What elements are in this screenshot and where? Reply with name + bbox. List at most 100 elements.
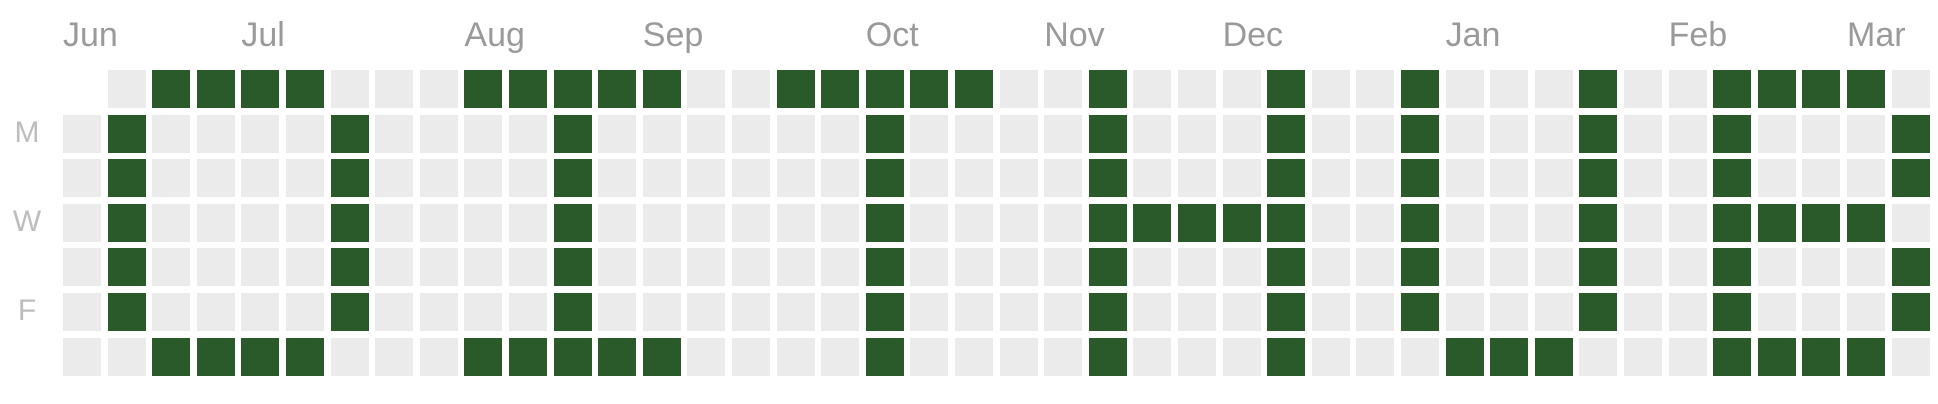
contribution-cell-empty[interactable]	[1624, 203, 1662, 242]
contribution-cell-filled[interactable]	[464, 337, 503, 376]
contribution-cell-empty[interactable]	[1445, 293, 1484, 331]
contribution-cell-empty[interactable]	[1311, 114, 1350, 153]
contribution-cell-empty[interactable]	[1490, 159, 1529, 198]
contribution-cell-empty[interactable]	[1579, 337, 1618, 376]
contribution-cell-empty[interactable]	[1311, 159, 1350, 198]
contribution-cell-empty[interactable]	[375, 337, 414, 376]
contribution-cell-empty[interactable]	[1445, 203, 1484, 242]
contribution-cell-empty[interactable]	[598, 248, 637, 287]
contribution-cell-filled[interactable]	[553, 159, 592, 198]
contribution-cell-filled[interactable]	[1088, 114, 1127, 153]
contribution-cell-empty[interactable]	[999, 203, 1038, 242]
contribution-cell-empty[interactable]	[375, 159, 414, 198]
contribution-cell-empty[interactable]	[63, 293, 101, 331]
contribution-cell-filled[interactable]	[1267, 203, 1306, 242]
contribution-cell-filled[interactable]	[1088, 159, 1127, 198]
contribution-cell-filled[interactable]	[1267, 337, 1306, 376]
contribution-cell-empty[interactable]	[1178, 293, 1216, 331]
contribution-cell-filled[interactable]	[865, 203, 904, 242]
contribution-cell-empty[interactable]	[1490, 114, 1529, 153]
contribution-cell-empty[interactable]	[1356, 114, 1395, 153]
contribution-cell-empty[interactable]	[286, 159, 324, 198]
contribution-cell-empty[interactable]	[999, 293, 1038, 331]
contribution-cell-filled[interactable]	[598, 337, 637, 376]
contribution-cell-filled[interactable]	[241, 70, 280, 108]
contribution-cell-empty[interactable]	[1222, 248, 1261, 287]
contribution-cell-empty[interactable]	[910, 248, 949, 287]
contribution-cell-empty[interactable]	[1490, 248, 1529, 287]
contribution-cell-empty[interactable]	[241, 114, 280, 153]
contribution-cell-filled[interactable]	[1178, 203, 1216, 242]
contribution-cell-empty[interactable]	[1668, 203, 1707, 242]
contribution-cell-empty[interactable]	[821, 248, 860, 287]
contribution-cell-empty[interactable]	[63, 248, 101, 287]
contribution-cell-empty[interactable]	[419, 248, 458, 287]
contribution-cell-empty[interactable]	[910, 337, 949, 376]
contribution-cell-empty[interactable]	[1044, 159, 1083, 198]
contribution-cell-empty[interactable]	[1847, 114, 1885, 153]
contribution-cell-filled[interactable]	[1802, 70, 1841, 108]
contribution-cell-filled[interactable]	[1222, 203, 1261, 242]
contribution-cell-filled[interactable]	[509, 337, 547, 376]
contribution-cell-filled[interactable]	[509, 70, 547, 108]
contribution-cell-filled[interactable]	[1847, 70, 1885, 108]
contribution-cell-empty[interactable]	[419, 293, 458, 331]
contribution-cell-empty[interactable]	[1445, 248, 1484, 287]
contribution-cell-empty[interactable]	[1445, 70, 1484, 108]
contribution-cell-filled[interactable]	[107, 248, 146, 287]
contribution-cell-filled[interactable]	[1088, 293, 1127, 331]
contribution-cell-empty[interactable]	[419, 114, 458, 153]
contribution-cell-filled[interactable]	[910, 70, 949, 108]
contribution-cell-empty[interactable]	[419, 203, 458, 242]
contribution-cell-empty[interactable]	[1490, 203, 1529, 242]
contribution-cell-filled[interactable]	[865, 248, 904, 287]
contribution-cell-empty[interactable]	[955, 114, 993, 153]
contribution-cell-empty[interactable]	[642, 293, 681, 331]
contribution-cell-empty[interactable]	[464, 203, 503, 242]
contribution-cell-empty[interactable]	[999, 159, 1038, 198]
contribution-cell-empty[interactable]	[241, 248, 280, 287]
contribution-cell-empty[interactable]	[196, 293, 235, 331]
contribution-cell-filled[interactable]	[553, 248, 592, 287]
contribution-cell-empty[interactable]	[152, 203, 191, 242]
contribution-cell-empty[interactable]	[509, 293, 547, 331]
contribution-cell-empty[interactable]	[1311, 203, 1350, 242]
contribution-cell-empty[interactable]	[687, 70, 726, 108]
contribution-cell-empty[interactable]	[910, 203, 949, 242]
contribution-cell-empty[interactable]	[1624, 293, 1662, 331]
contribution-cell-empty[interactable]	[1490, 70, 1529, 108]
contribution-cell-empty[interactable]	[464, 159, 503, 198]
contribution-cell-empty[interactable]	[1401, 337, 1439, 376]
contribution-cell-empty[interactable]	[1356, 293, 1395, 331]
contribution-cell-filled[interactable]	[1579, 248, 1618, 287]
contribution-cell-empty[interactable]	[1757, 159, 1796, 198]
contribution-cell-empty[interactable]	[375, 114, 414, 153]
contribution-cell-empty[interactable]	[1311, 337, 1350, 376]
contribution-cell-filled[interactable]	[107, 293, 146, 331]
contribution-cell-empty[interactable]	[330, 70, 369, 108]
contribution-cell-empty[interactable]	[598, 293, 637, 331]
contribution-cell-empty[interactable]	[732, 114, 770, 153]
contribution-cell-empty[interactable]	[1222, 159, 1261, 198]
contribution-cell-empty[interactable]	[955, 248, 993, 287]
contribution-cell-empty[interactable]	[776, 248, 815, 287]
contribution-cell-empty[interactable]	[776, 114, 815, 153]
contribution-cell-empty[interactable]	[821, 159, 860, 198]
contribution-cell-empty[interactable]	[1802, 293, 1841, 331]
contribution-cell-filled[interactable]	[865, 293, 904, 331]
contribution-cell-empty[interactable]	[1802, 248, 1841, 287]
contribution-cell-empty[interactable]	[999, 248, 1038, 287]
contribution-cell-filled[interactable]	[1490, 337, 1529, 376]
contribution-cell-empty[interactable]	[1044, 337, 1083, 376]
contribution-cell-filled[interactable]	[1133, 203, 1172, 242]
contribution-cell-filled[interactable]	[1534, 337, 1573, 376]
contribution-cell-empty[interactable]	[642, 248, 681, 287]
contribution-cell-empty[interactable]	[1356, 70, 1395, 108]
contribution-cell-empty[interactable]	[732, 337, 770, 376]
contribution-cell-empty[interactable]	[1311, 248, 1350, 287]
contribution-cell-empty[interactable]	[419, 337, 458, 376]
contribution-cell-empty[interactable]	[732, 203, 770, 242]
contribution-cell-filled[interactable]	[1891, 114, 1930, 153]
contribution-cell-empty[interactable]	[63, 203, 101, 242]
contribution-cell-empty[interactable]	[642, 203, 681, 242]
